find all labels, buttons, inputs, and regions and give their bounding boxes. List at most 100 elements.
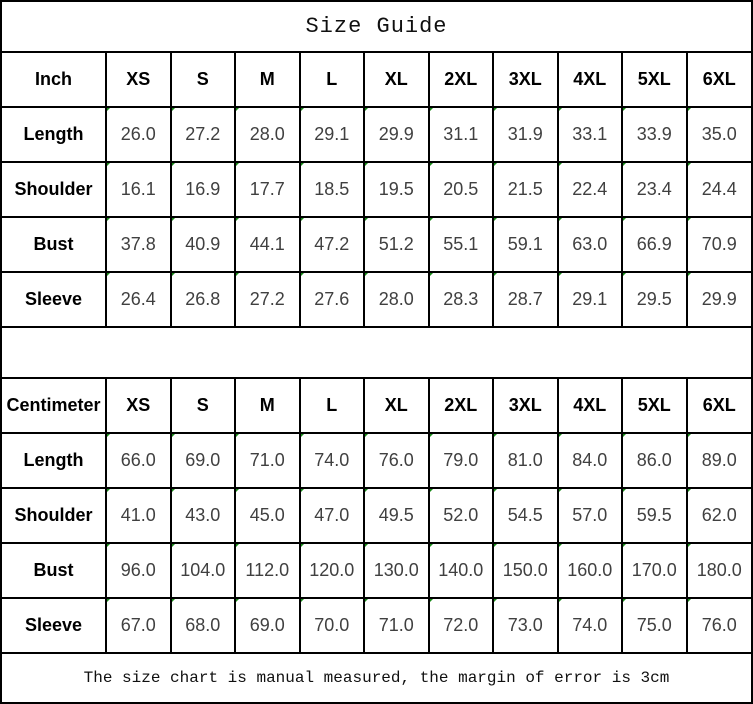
green-triangle-icon — [107, 274, 110, 280]
green-triangle-icon — [172, 164, 175, 170]
size-value: 43.0 — [185, 505, 221, 525]
size-column-header: M — [234, 379, 301, 434]
green-triangle-icon — [365, 164, 368, 170]
green-triangle-icon — [494, 109, 497, 115]
size-value-cell: 67.0 — [105, 597, 172, 654]
size-value: 73.0 — [507, 615, 543, 635]
size-value: 26.4 — [120, 289, 156, 309]
size-value-cell: 27.6 — [298, 271, 365, 328]
size-value: 37.8 — [120, 234, 156, 254]
green-triangle-icon — [623, 490, 626, 496]
green-triangle-icon — [559, 164, 562, 170]
size-value-cell: 54.5 — [492, 487, 559, 544]
size-value-cell: 52.0 — [427, 487, 494, 544]
green-triangle-icon — [430, 435, 433, 441]
green-triangle-icon — [172, 490, 175, 496]
size-value: 22.4 — [572, 179, 608, 199]
size-value: 130.0 — [373, 560, 419, 580]
green-triangle-icon — [236, 490, 239, 496]
size-column-header: 3XL — [492, 53, 559, 108]
size-value-cell: 71.0 — [363, 597, 430, 654]
inch-size-table: Inch XS S M L XL 2XL 3XL 4XL 5XL 6XL Length 26.0 27.2… — [2, 53, 751, 328]
size-value: 29.9 — [701, 289, 737, 309]
green-triangle-icon — [688, 274, 691, 280]
green-triangle-icon — [365, 435, 368, 441]
size-column-header: 5XL — [621, 379, 688, 434]
size-value: 62.0 — [701, 505, 737, 525]
size-value: 59.5 — [636, 505, 672, 525]
size-value-cell: 69.0 — [234, 597, 301, 654]
unit-header-cell: Centimeter — [2, 379, 107, 434]
size-value-cell: 16.9 — [169, 161, 236, 218]
size-value-cell: 33.1 — [556, 106, 623, 163]
measure-row: Length 26.0 27.2 28.0 29.1 29.9 31.1 31.9 33.1 33… — [2, 106, 751, 163]
size-value-cell: 20.5 — [427, 161, 494, 218]
header-row: Centimeter XS S M L XL 2XL 3XL 4XL 5XL 6XL — [2, 379, 751, 434]
size-value: 45.0 — [249, 505, 285, 525]
green-triangle-icon — [301, 490, 304, 496]
size-value: 75.0 — [636, 615, 672, 635]
green-triangle-icon — [559, 600, 562, 606]
size-value-cell: 62.0 — [685, 487, 751, 544]
size-value: 29.9 — [378, 124, 414, 144]
size-column-header: 6XL — [685, 379, 751, 434]
size-value-cell: 59.1 — [492, 216, 559, 273]
size-value-cell: 150.0 — [492, 542, 559, 599]
green-triangle-icon — [494, 545, 497, 551]
size-value: 170.0 — [631, 560, 677, 580]
size-value: 71.0 — [378, 615, 414, 635]
size-value-cell: 84.0 — [556, 432, 623, 489]
size-value: 51.2 — [378, 234, 414, 254]
size-value-cell: 47.0 — [298, 487, 365, 544]
green-triangle-icon — [494, 600, 497, 606]
size-value: 76.0 — [378, 450, 414, 470]
green-triangle-icon — [623, 109, 626, 115]
size-column-header: XL — [363, 53, 430, 108]
size-value-cell: 47.2 — [298, 216, 365, 273]
size-value-cell: 26.0 — [105, 106, 172, 163]
green-triangle-icon — [236, 435, 239, 441]
size-value-cell: 76.0 — [363, 432, 430, 489]
size-value-cell: 70.0 — [298, 597, 365, 654]
measure-row: Shoulder 41.0 43.0 45.0 47.0 49.5 52.0 54.5 57.0… — [2, 487, 751, 544]
size-value: 40.9 — [185, 234, 221, 254]
green-triangle-icon — [236, 164, 239, 170]
green-triangle-icon — [365, 274, 368, 280]
size-value: 71.0 — [249, 450, 285, 470]
size-value: 41.0 — [120, 505, 156, 525]
size-value: 31.1 — [443, 124, 479, 144]
size-value-cell: 21.5 — [492, 161, 559, 218]
size-value: 150.0 — [502, 560, 548, 580]
green-triangle-icon — [172, 435, 175, 441]
measure-row-label: Sleeve — [2, 271, 107, 328]
green-triangle-icon — [365, 490, 368, 496]
green-triangle-icon — [494, 274, 497, 280]
size-value-cell: 49.5 — [363, 487, 430, 544]
green-triangle-icon — [107, 545, 110, 551]
green-triangle-icon — [559, 490, 562, 496]
size-value-cell: 29.9 — [363, 106, 430, 163]
size-value: 16.1 — [120, 179, 156, 199]
green-triangle-icon — [623, 219, 626, 225]
size-value-cell: 44.1 — [234, 216, 301, 273]
size-column-header: M — [234, 53, 301, 108]
size-value-cell: 66.9 — [621, 216, 688, 273]
green-triangle-icon — [688, 545, 691, 551]
green-triangle-icon — [430, 274, 433, 280]
size-value: 66.9 — [636, 234, 672, 254]
size-value: 180.0 — [696, 560, 742, 580]
measure-row-label: Shoulder — [2, 161, 107, 218]
green-triangle-icon — [559, 109, 562, 115]
size-value: 96.0 — [120, 560, 156, 580]
green-triangle-icon — [107, 109, 110, 115]
green-triangle-icon — [494, 219, 497, 225]
size-value-cell: 31.9 — [492, 106, 559, 163]
green-triangle-icon — [365, 219, 368, 225]
size-value-cell: 51.2 — [363, 216, 430, 273]
size-column-header: 3XL — [492, 379, 559, 434]
green-triangle-icon — [107, 600, 110, 606]
size-column-header: XS — [105, 379, 172, 434]
size-value-cell: 140.0 — [427, 542, 494, 599]
green-triangle-icon — [172, 545, 175, 551]
size-value-cell: 74.0 — [298, 432, 365, 489]
